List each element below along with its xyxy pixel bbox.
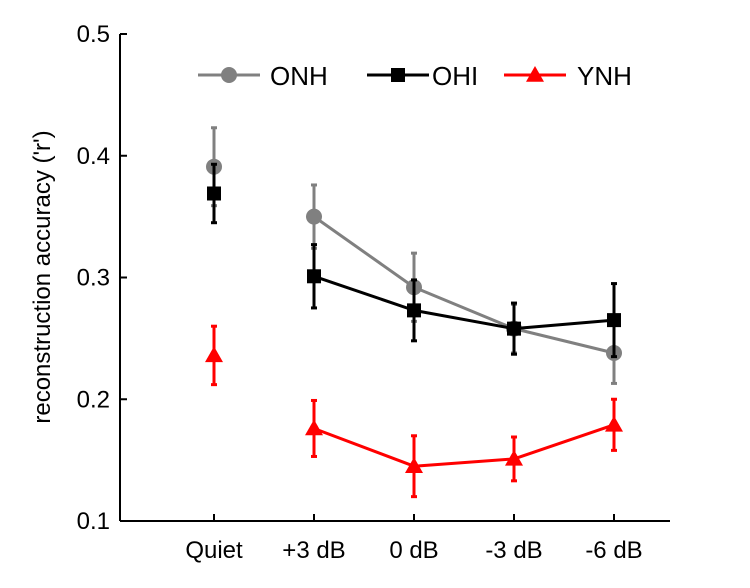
- legend-ynh-label: YNH: [577, 61, 632, 91]
- onh-line: [313, 215, 615, 355]
- ohi-point: [507, 321, 521, 336]
- legend-ohi-label: OHI: [432, 61, 478, 91]
- ynh-point: [605, 415, 623, 432]
- x-tick-label: Quiet: [185, 537, 243, 564]
- ynh-line: [313, 423, 615, 468]
- axes: [119, 33, 670, 522]
- ynh-point: [205, 346, 223, 363]
- series-ohi: [207, 162, 621, 359]
- y-axis-label: reconstruction accuracy ('r'): [29, 130, 56, 423]
- x-tick-label: +3 dB: [282, 537, 345, 564]
- ynh-point: [305, 419, 323, 436]
- legend-ynh-marker: [526, 66, 544, 82]
- legend-onh-marker: [221, 67, 237, 83]
- x-tick-label: 0 dB: [389, 537, 438, 564]
- x-tick-labels: Quiet +3 dB 0 dB -3 dB -6 dB: [185, 537, 642, 564]
- y-tick-label: 0.3: [77, 265, 110, 292]
- ynh-point: [505, 449, 523, 466]
- x-tick-label: -3 dB: [485, 537, 542, 564]
- y-tick-label: 0.4: [77, 143, 110, 170]
- ohi-point: [407, 303, 421, 318]
- onh-point: [306, 208, 322, 225]
- y-tick-label: 0.2: [77, 386, 110, 413]
- series-onh: [206, 126, 622, 385]
- series-ynh: [205, 324, 623, 499]
- x-tick-label: -6 dB: [585, 537, 642, 564]
- y-tick-label: 0.1: [77, 508, 110, 535]
- series-layer: [205, 126, 623, 499]
- ohi-point: [207, 186, 221, 201]
- legend-ohi-marker: [391, 68, 405, 82]
- legend-onh-label: ONH: [270, 61, 328, 91]
- ohi-line: [313, 274, 615, 331]
- ohi-point: [607, 313, 621, 328]
- ynh-point: [405, 457, 423, 473]
- y-tick-labels: 0.1 0.2 0.3 0.4 0.5: [77, 21, 110, 535]
- legend: ONH OHI YNH: [198, 61, 632, 91]
- ohi-point: [307, 269, 321, 284]
- y-tick-label: 0.5: [77, 21, 110, 48]
